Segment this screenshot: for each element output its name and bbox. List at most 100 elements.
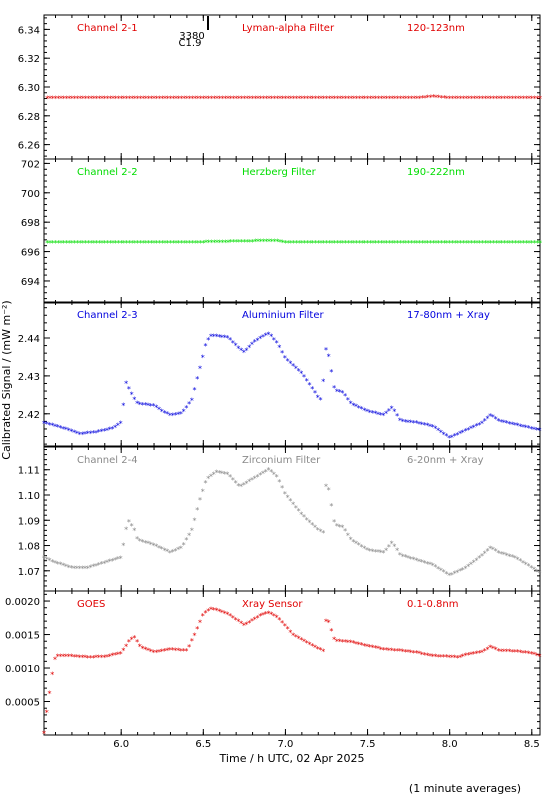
data-point: * [187,531,191,540]
data-point: * [236,618,240,627]
data-point: * [108,426,112,435]
data-point: * [311,95,315,104]
panel-title-band: 120-123nm [407,23,465,34]
data-point: * [412,649,416,658]
data-point: * [511,95,515,104]
y-tick-label: 0.0015 [5,631,40,642]
data-point: * [431,423,435,432]
data-point: * [105,559,109,568]
panel-title-channel: Channel 2-1 [77,23,138,34]
data-point: * [524,239,528,248]
data-point: * [458,567,462,576]
data-point: * [207,239,211,248]
data-point: * [267,237,271,246]
data-point: * [496,549,500,558]
data-point: * [409,555,413,564]
data-point: * [491,413,495,422]
data-point: * [231,95,235,104]
data-point: * [379,239,383,248]
data-point: * [245,347,249,356]
data-point: * [352,239,356,248]
data-point: * [505,239,509,248]
data-point: * [472,423,476,432]
data-point: * [321,647,325,656]
data-point: * [81,239,85,248]
data-point: * [297,367,301,376]
data-point: * [373,644,377,653]
data-point: * [83,654,87,663]
data-point: * [357,541,361,550]
data-point: * [344,239,348,248]
data-point: * [185,239,189,248]
data-point: * [168,549,172,558]
data-point: * [61,653,65,662]
y-tick-label: 702 [21,159,40,170]
data-point: * [433,425,437,434]
data-point: * [99,428,103,437]
data-point: * [436,565,440,574]
data-point: * [346,396,350,405]
data-point: * [406,554,410,563]
data-point: * [217,333,221,342]
data-point: * [239,347,243,356]
data-point: * [433,653,437,662]
data-point: * [340,638,344,647]
panels: 6.26 6.28 6.30 6.32 6.34 Channel 2-1 Lyman-alp… [5,14,542,750]
data-point: * [182,95,186,104]
data-point: * [217,469,221,478]
data-point: * [256,95,260,104]
data-point: * [177,95,181,104]
data-point: * [45,95,49,104]
data-point: * [360,405,364,414]
data-point: * [537,427,541,436]
data-point: * [535,95,539,104]
data-point: * [171,646,175,655]
data-point: * [160,647,164,656]
data-point: * [261,333,265,342]
data-point: * [162,409,166,418]
data-point: * [261,611,265,620]
y-tick-label: 696 [21,248,40,259]
data-point: * [53,422,57,431]
data-point: * [488,545,492,554]
data-point: * [272,470,276,479]
data-point: * [288,359,292,368]
data-point: * [349,95,353,104]
data-point: * [275,613,279,622]
data-point: * [513,95,517,104]
data-point: * [422,651,426,660]
data-point: * [151,402,155,411]
data-point: * [324,618,328,627]
data-point: * [199,239,203,248]
data-point: * [204,609,208,618]
data-point: * [135,638,139,647]
data-point: * [357,404,361,413]
data-point: * [138,239,142,248]
data-point: * [472,95,476,104]
data-point: * [532,566,536,575]
data-point: * [351,401,355,410]
data-point: * [223,609,227,618]
data-point: * [392,542,396,551]
data-point: * [370,409,374,418]
data-point: * [516,556,520,565]
data-point: * [518,649,522,658]
series-points: ****************************************… [45,93,542,103]
data-point: * [94,562,98,571]
data-point: * [472,650,476,659]
data-point: * [177,239,181,248]
data-point: * [125,95,129,104]
y-tick-label: 2.44 [18,334,40,345]
data-point: * [288,497,292,506]
data-point: * [491,239,495,248]
data-point: * [390,540,394,549]
data-point: * [266,609,270,618]
data-point: * [220,95,224,104]
data-point: * [527,562,531,571]
data-point: * [80,430,84,439]
data-point: * [78,95,82,104]
series-points: ****************************************… [42,330,541,443]
data-point: * [303,239,307,248]
data-point: * [456,95,460,104]
data-point: * [176,647,180,656]
